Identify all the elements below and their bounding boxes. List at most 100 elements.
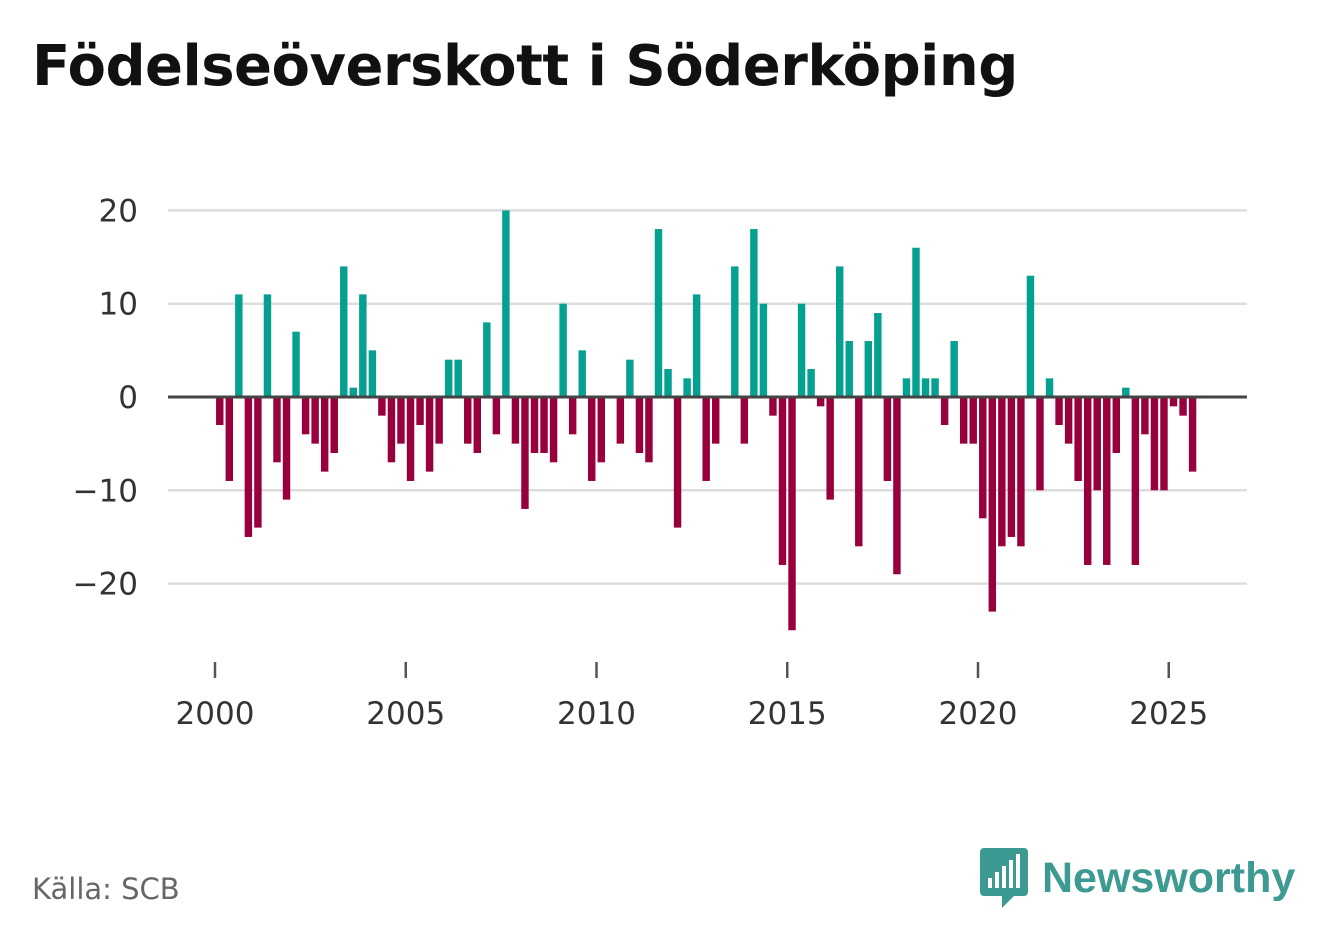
bar: [1160, 397, 1168, 491]
bar: [998, 397, 1006, 547]
bar: [712, 397, 720, 444]
bar: [845, 341, 853, 397]
bar: [597, 397, 605, 463]
bar: [349, 387, 358, 397]
bar: [425, 397, 434, 472]
bar: [683, 378, 691, 397]
chart-title: Födelseöverskott i Söderköping: [32, 34, 1018, 99]
bar: [759, 303, 768, 397]
bar: [654, 229, 663, 397]
bar: [483, 322, 491, 397]
bar: [282, 397, 291, 500]
bar: [492, 397, 501, 435]
bar: [902, 378, 911, 397]
bar: [511, 397, 520, 444]
bar: [1045, 378, 1054, 397]
bar: [797, 303, 806, 397]
bar: [769, 397, 777, 416]
bar: [645, 397, 653, 463]
brand-name: Newsworthy: [1042, 853, 1296, 902]
x-tick-label: 2020: [939, 696, 1018, 732]
bar: [378, 397, 386, 416]
y-tick-label: 0: [118, 380, 138, 416]
bar: [616, 397, 625, 444]
bar: [1112, 397, 1121, 453]
bar: [559, 303, 567, 397]
bar: [816, 397, 825, 407]
bar: [530, 397, 539, 453]
bar: [359, 294, 367, 397]
x-tick-label: 2025: [1129, 696, 1208, 732]
bar: [1179, 397, 1187, 416]
bar: [959, 397, 968, 444]
bar: [778, 397, 787, 565]
bar: [311, 397, 319, 444]
y-tick-label: −20: [73, 567, 138, 603]
bar: [1150, 397, 1159, 491]
bar: [855, 397, 863, 547]
x-tick-label: 2000: [176, 696, 255, 732]
bar: [635, 397, 644, 453]
bar: [1188, 397, 1197, 472]
newsworthy-logo-icon: [980, 848, 1028, 908]
bar: [549, 397, 558, 463]
bar: [626, 359, 634, 397]
bar: [502, 210, 510, 397]
gridlines: [168, 209, 1247, 585]
bar: [788, 397, 796, 631]
bar: [444, 359, 453, 397]
bar: [969, 397, 977, 444]
bar: [702, 397, 710, 481]
source-note: Källa: SCB: [32, 872, 180, 906]
bar: [521, 397, 529, 509]
bar: [368, 350, 377, 397]
bar: [864, 341, 873, 397]
bar: [397, 397, 405, 444]
bar: [263, 294, 272, 397]
newsworthy-logo: Newsworthy: [980, 848, 1295, 908]
bar: [692, 294, 701, 397]
bar: [387, 397, 396, 463]
y-tick-label: 20: [99, 193, 138, 229]
bar: [731, 266, 739, 397]
bar: [673, 397, 682, 528]
y-tick-label: −10: [73, 473, 138, 509]
bar: [826, 397, 834, 500]
bar: [912, 247, 920, 397]
bar: [1055, 397, 1063, 425]
bar: [320, 397, 329, 472]
bar: [254, 397, 262, 528]
bar: [950, 341, 958, 397]
x-tick-label: 2015: [748, 696, 827, 732]
x-tick-label: 2005: [366, 696, 445, 732]
bar: [1017, 397, 1025, 547]
bar: [931, 378, 939, 397]
bar: [568, 397, 577, 435]
x-axis: 2000 2005 2010 2015 2020 2025: [176, 662, 1208, 732]
bar: [244, 397, 253, 537]
bar: [225, 397, 234, 481]
bar: [1122, 387, 1130, 397]
bar: [1007, 397, 1016, 537]
bar: [979, 397, 987, 519]
bar: [893, 397, 901, 575]
bar: [940, 397, 949, 425]
bar: [1026, 275, 1035, 397]
bar: [340, 266, 348, 397]
bar: [454, 359, 462, 397]
bar: [1083, 397, 1092, 565]
bar: [435, 397, 443, 444]
bar: [540, 397, 548, 453]
bar: [273, 397, 281, 463]
bar: [988, 397, 997, 612]
bar: [301, 397, 310, 435]
bar: [874, 313, 882, 397]
bar: [750, 229, 758, 397]
bar: [1103, 397, 1111, 565]
bar: [1169, 397, 1178, 407]
bar: [1093, 397, 1101, 491]
bar: [588, 397, 596, 481]
bar: [473, 397, 481, 453]
bars: [216, 210, 1197, 631]
